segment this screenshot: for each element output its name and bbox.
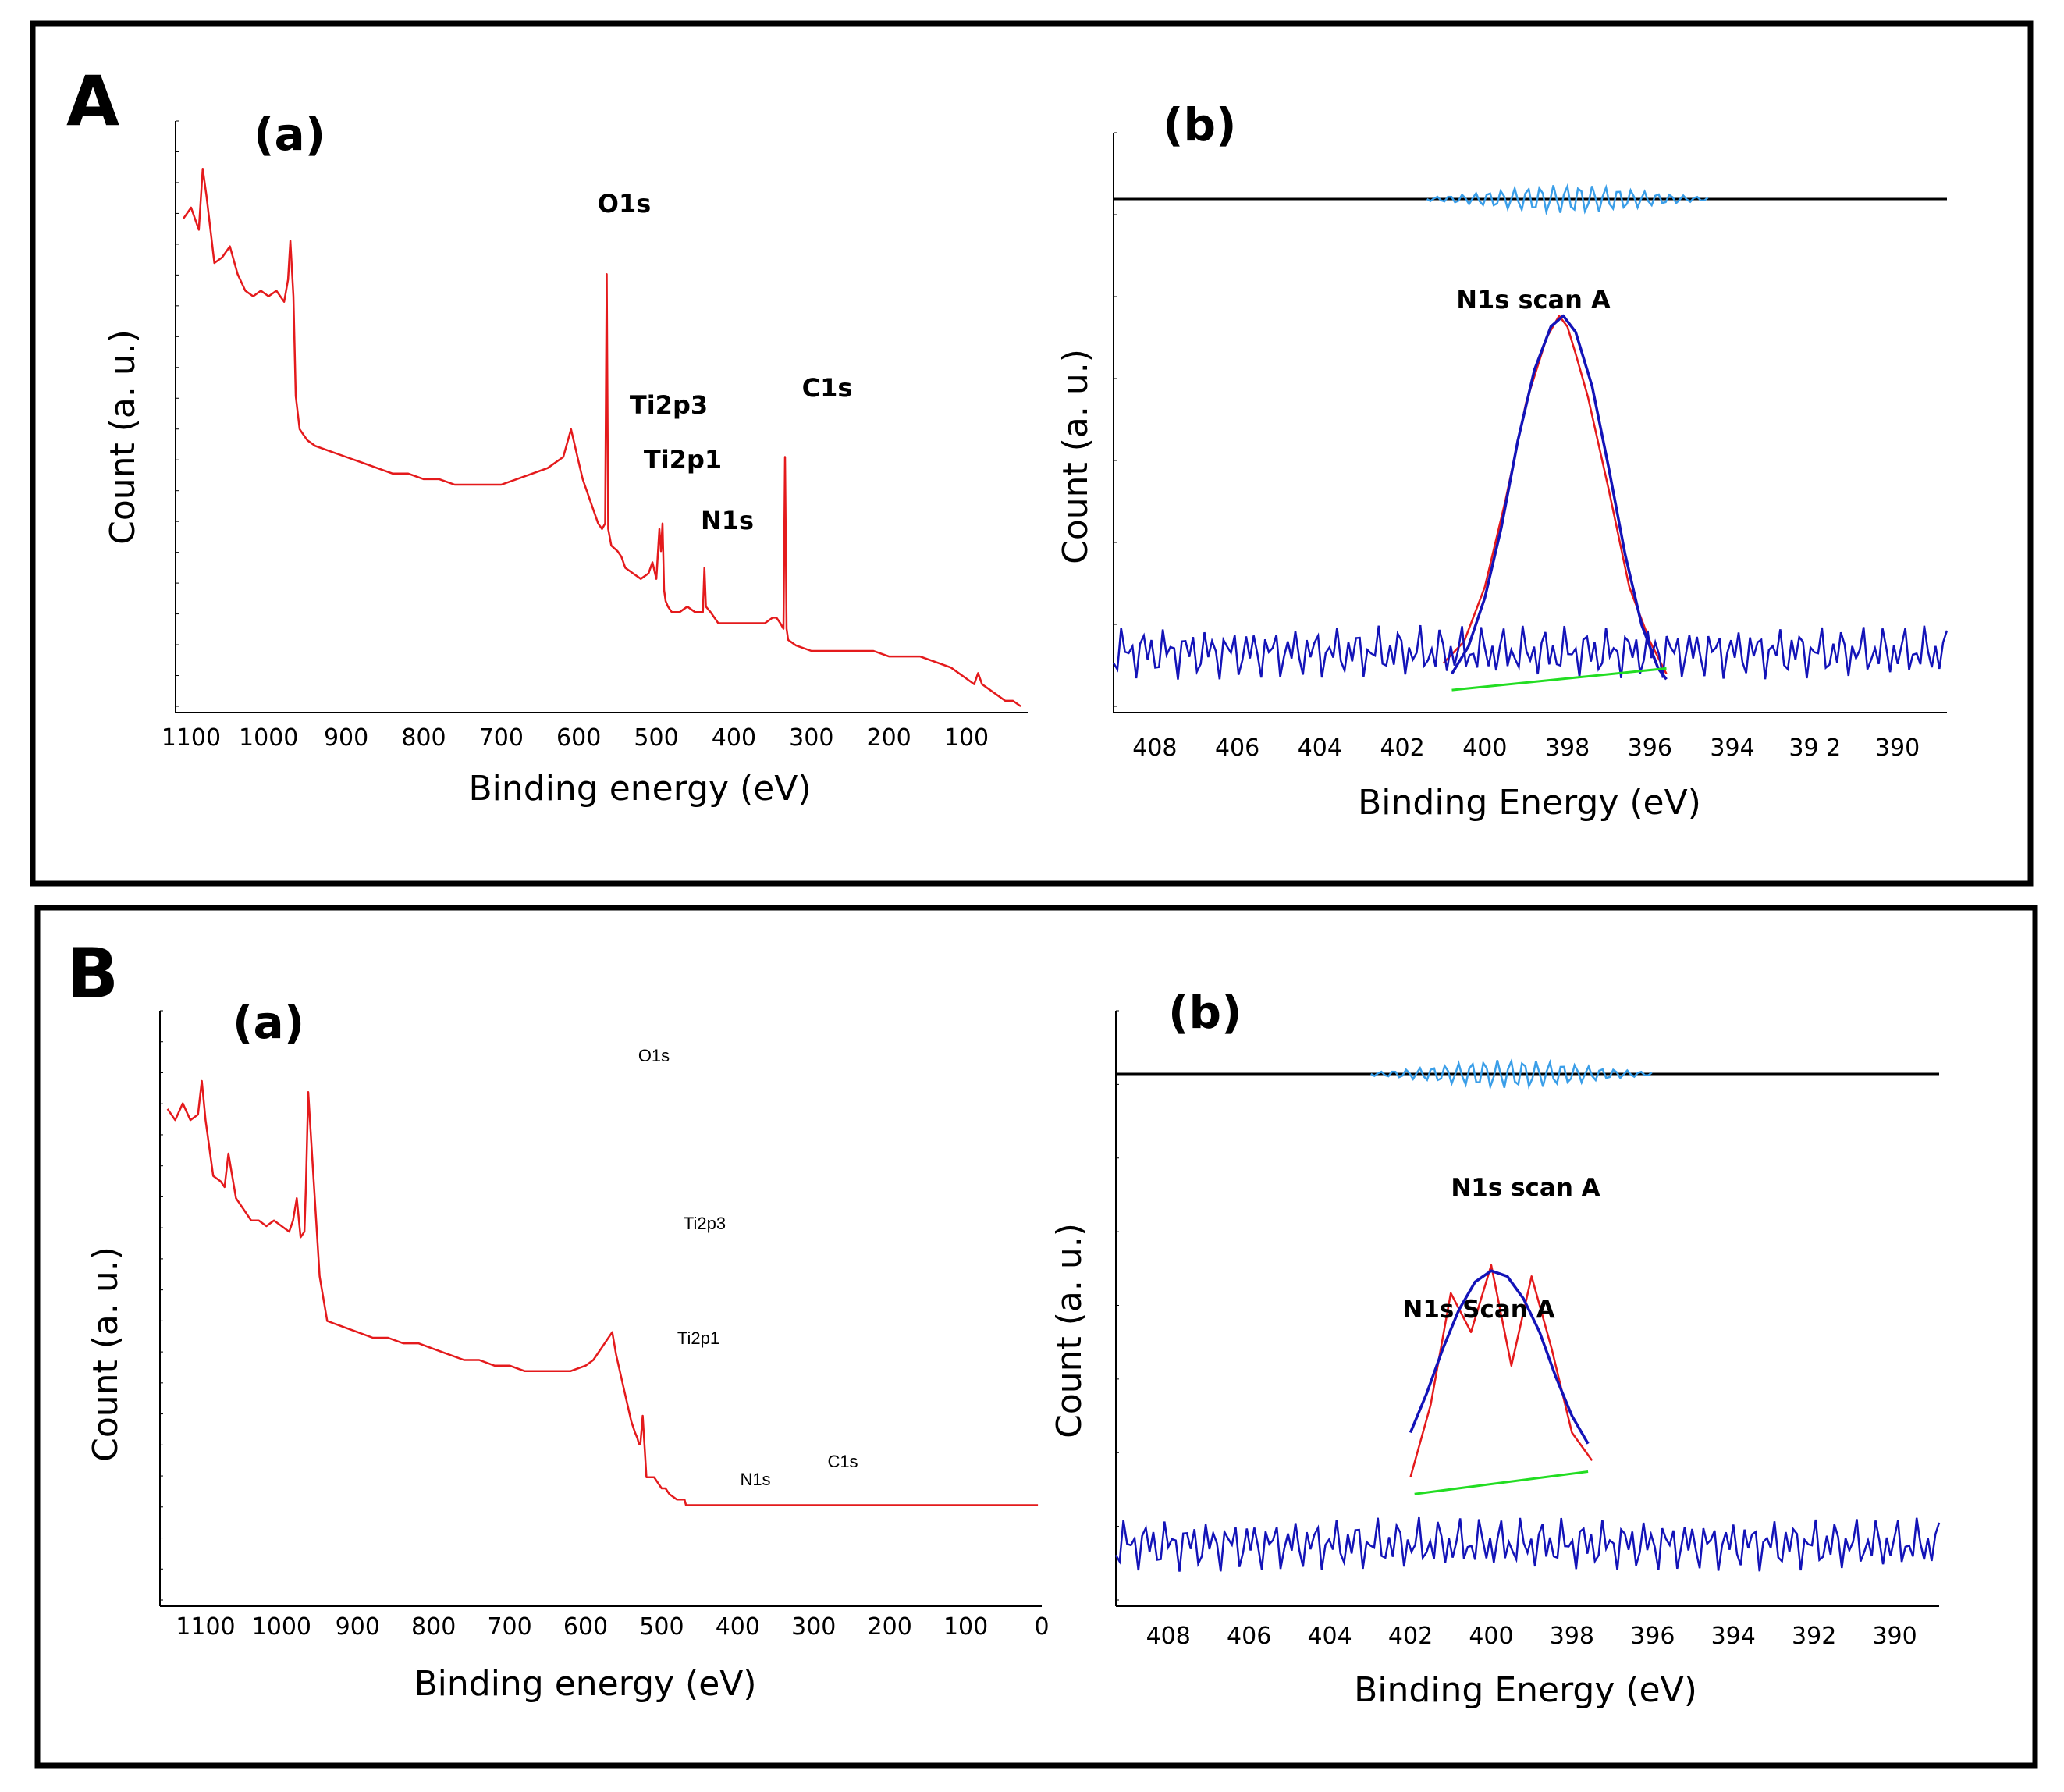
x-tick-label: 404 [1307, 1623, 1352, 1650]
survey-line [166, 1079, 1039, 1506]
x-tick-label: 500 [634, 724, 678, 752]
survey-line [182, 168, 1021, 708]
x-tick-label: 408 [1132, 734, 1177, 762]
y-axis-title: Count (a. u.) [1050, 1223, 1089, 1438]
x-tick-label: 1000 [252, 1613, 311, 1641]
x-tick-label: 398 [1550, 1623, 1594, 1650]
x-tick-label: 900 [336, 1613, 380, 1641]
fit-line [1451, 314, 1668, 681]
peak-label: Ti2p1 [677, 1328, 719, 1348]
y-axis-title: Count (a. u.) [1056, 349, 1096, 564]
noise-line [1114, 1516, 1941, 1572]
x-tick-label: 200 [868, 1613, 912, 1641]
x-tick-label: 39 2 [1789, 734, 1841, 762]
x-tick-label: 700 [487, 1613, 531, 1641]
x-tick-label: 402 [1380, 734, 1424, 762]
peak-label: N1s scan A [1456, 285, 1611, 315]
x-tick-label: 800 [401, 724, 446, 752]
x-tick-label: 900 [324, 724, 368, 752]
chart-a-survey: 1100 1000 900 800 700 600 500 400 300 200 100 Bindi… [103, 120, 1028, 809]
peak-label: Ti2p1 [644, 445, 722, 475]
chart-a-n1s: 408 406 404 402 400 398 396 394 39 2 390 Binding E… [1056, 132, 1949, 823]
noise-line [1112, 624, 1949, 680]
sublabel-a-a: (a) [254, 108, 325, 161]
sublabel-b-a: (a) [233, 996, 304, 1049]
x-tick-label: 394 [1710, 734, 1754, 762]
x-tick-label: 1000 [239, 724, 298, 752]
peak-label: O1s [598, 189, 652, 219]
x-tick-label: 400 [1462, 734, 1507, 762]
fit-line [1409, 1269, 1590, 1445]
x-tick-label: 600 [556, 724, 601, 752]
x-tick-label: 406 [1215, 734, 1259, 762]
x-tick-label: 396 [1628, 734, 1672, 762]
x-tick-label: 1100 [176, 1613, 235, 1641]
x-tick-label: 392 [1792, 1623, 1836, 1650]
x-tick-label: 400 [716, 1613, 760, 1641]
peak-label: O1s [638, 1046, 670, 1065]
x-tick-label: 100 [943, 1613, 988, 1641]
x-tick-label: 500 [639, 1613, 684, 1641]
chart-b-n1s: 408 406 404 402 400 398 396 394 392 390 Binding En… [1050, 1010, 1941, 1710]
x-tick-label: 1100 [162, 724, 221, 752]
x-tick-label: 394 [1711, 1623, 1756, 1650]
background-line [1451, 667, 1667, 692]
x-tick-label: 300 [789, 724, 833, 752]
x-tick-label: 0 [1034, 1613, 1049, 1641]
x-axis-title: Binding energy (eV) [468, 769, 811, 809]
y-axis-title: Count (a. u.) [103, 329, 143, 545]
peak-label: C1s [802, 373, 853, 403]
sublabel-a-b: (b) [1163, 98, 1237, 151]
y-axis-title: Count (a. u.) [86, 1246, 126, 1462]
x-tick-label: 400 [1469, 1623, 1513, 1650]
peak-label: Ti2p3 [630, 390, 708, 420]
x-tick-label: 396 [1630, 1623, 1675, 1650]
x-tick-label: 404 [1298, 734, 1342, 762]
panel-b-frame [34, 905, 2038, 1769]
x-axis-title: Binding Energy (eV) [1354, 1670, 1697, 1710]
residual-line [1426, 183, 1709, 216]
x-tick-label: 402 [1388, 1623, 1433, 1650]
peak-label: C1s [827, 1452, 858, 1471]
x-tick-label: 100 [944, 724, 989, 752]
residual-line [1370, 1058, 1653, 1091]
background-line [1414, 1470, 1589, 1495]
panel-a-frame [30, 20, 2034, 887]
x-tick-label: 800 [411, 1613, 456, 1641]
x-axis-title: Binding Energy (eV) [1358, 783, 1701, 823]
x-tick-label: 600 [563, 1613, 608, 1641]
x-tick-label: 300 [791, 1613, 836, 1641]
peak-label: N1s [701, 506, 754, 535]
x-tick-label: 700 [479, 724, 524, 752]
x-axis-title: Binding energy (eV) [414, 1664, 756, 1704]
raw-line [1443, 315, 1668, 674]
x-tick-label: 408 [1146, 1623, 1191, 1650]
panel-letter-a: A [66, 61, 119, 141]
panel-letter-b: B [66, 933, 119, 1014]
x-tick-label: 390 [1875, 734, 1920, 762]
x-tick-label: 398 [1545, 734, 1590, 762]
peak-label: Ti2p3 [684, 1214, 726, 1233]
x-tick-label: 400 [712, 724, 756, 752]
chart-b-survey: 1100 1000 900 800 700 600 500 400 300 200 100 0Bind… [86, 1010, 1050, 1704]
peak-label: N1s [740, 1470, 770, 1489]
x-tick-label: 200 [867, 724, 911, 752]
peak-label: N1s scan A [1451, 1174, 1600, 1202]
x-tick-label: 406 [1227, 1623, 1271, 1650]
peak-label: N1s Scan A [1402, 1296, 1554, 1324]
sublabel-b-b: (b) [1168, 986, 1242, 1039]
x-tick-label: 390 [1872, 1623, 1917, 1650]
